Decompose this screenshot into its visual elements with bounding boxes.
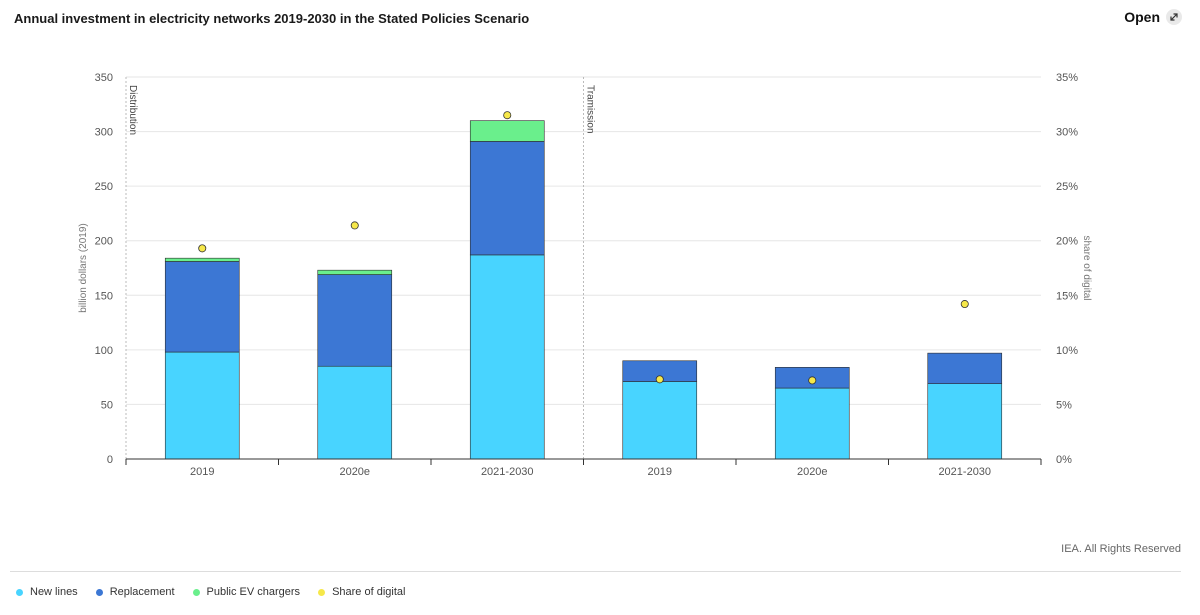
y2-tick-label: 5%: [1056, 399, 1072, 411]
rights-notice: IEA. All Rights Reserved: [1061, 543, 1181, 555]
y-tick-label: 100: [95, 345, 113, 357]
y-tick-label: 250: [95, 181, 113, 193]
x-tick-label: 2021-2030: [481, 466, 534, 478]
legend-label: Replacement: [109, 586, 175, 598]
y-tick-label: 300: [95, 127, 113, 139]
y-tick-label: 0: [107, 454, 113, 466]
y2-tick-label: 0%: [1056, 454, 1072, 466]
digital-share-point: [350, 221, 359, 230]
y-tick-label: 350: [95, 72, 113, 84]
y2-tick-label: 35%: [1056, 72, 1078, 84]
legend-swatch: [16, 588, 23, 596]
legend-divider: [10, 571, 1181, 572]
digital-share-point: [655, 375, 664, 384]
y2-tick-label: 15%: [1056, 290, 1078, 302]
group-label: Distribution: [127, 85, 138, 135]
bar-segment: [164, 257, 240, 262]
bar-segment: [774, 387, 850, 460]
y2-tick-label: 30%: [1056, 127, 1078, 139]
digital-share-point: [808, 376, 817, 385]
x-tick-label: 2019: [648, 466, 672, 478]
chart-area: 0 0% 50 5% 100 10% 150 15% 200 20% 250 25% 300 30% 350…: [78, 72, 1092, 478]
y-axis-title: billion dollars (2019): [78, 223, 89, 313]
group-label: Tramission: [585, 85, 596, 134]
legend-swatch: [192, 588, 200, 596]
digital-share-point: [503, 111, 512, 120]
x-tick-label: 2021-2030: [938, 466, 991, 478]
bar-segment: [927, 352, 1003, 384]
legend-label: Share of digital: [332, 586, 406, 598]
bar-segment: [622, 381, 698, 460]
bar-segment: [317, 269, 393, 275]
y2-tick-label: 10%: [1056, 345, 1078, 357]
bar-segment: [469, 141, 545, 256]
y2-tick-label: 25%: [1056, 181, 1078, 193]
y2-axis-title: share of digital: [1081, 235, 1092, 300]
open-button[interactable]: Open: [1124, 9, 1182, 25]
chart-title: Annual investment in electricity network…: [14, 11, 530, 26]
legend-item[interactable]: Public EV chargers: [192, 586, 301, 598]
open-button-label: Open: [1124, 9, 1160, 25]
legend-swatch: [318, 588, 326, 596]
legend-label: Public EV chargers: [206, 586, 301, 598]
y2-tick-label: 20%: [1056, 236, 1078, 248]
x-tick-label: 2020e: [797, 466, 828, 478]
x-tick-label: 2019: [190, 466, 214, 478]
expand-icon: [1166, 9, 1182, 25]
digital-share-point: [198, 244, 207, 253]
bar-segment: [469, 120, 545, 142]
bar-segment: [469, 254, 545, 460]
legend: New lines Replacement Public EV chargers Sh…: [16, 586, 405, 598]
y-tick-label: 200: [95, 236, 113, 248]
bar-segment: [927, 383, 1003, 460]
legend-item[interactable]: Replacement: [95, 586, 175, 598]
bar-segment: [317, 365, 393, 460]
bar-segment: [317, 274, 393, 367]
bar-segment: [164, 351, 240, 460]
x-tick-label: 2020e: [339, 466, 370, 478]
bar-segment: [164, 261, 240, 353]
legend-label: New lines: [30, 586, 78, 598]
legend-item[interactable]: Share of digital: [318, 586, 405, 598]
digital-share-point: [960, 300, 969, 309]
y-tick-label: 150: [95, 290, 113, 302]
y-tick-label: 50: [101, 399, 113, 411]
legend-item[interactable]: New lines: [16, 586, 78, 598]
legend-swatch: [95, 588, 103, 596]
